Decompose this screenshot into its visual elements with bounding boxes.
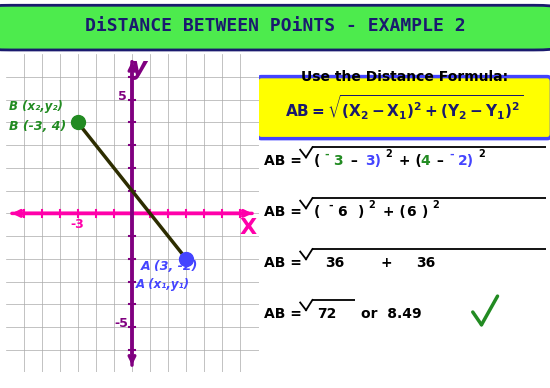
Text: –: – xyxy=(432,154,449,168)
Text: +: + xyxy=(381,256,393,270)
Text: DiSTANCE BETWEEN POiNTS - EXAMPLE 2: DiSTANCE BETWEEN POiNTS - EXAMPLE 2 xyxy=(85,17,465,35)
FancyBboxPatch shape xyxy=(257,76,550,139)
Text: AB =: AB = xyxy=(265,205,302,219)
Text: or  8.49: or 8.49 xyxy=(361,307,421,320)
Text: -: - xyxy=(449,150,454,160)
Text: + (: + ( xyxy=(394,154,422,168)
Text: (: ( xyxy=(314,154,320,168)
Text: –: – xyxy=(346,154,362,168)
Text: 6: 6 xyxy=(406,205,415,219)
Text: -: - xyxy=(324,150,329,160)
Text: (: ( xyxy=(314,205,325,219)
Text: 2: 2 xyxy=(432,200,439,210)
Text: -3: -3 xyxy=(70,218,84,231)
Text: -: - xyxy=(328,201,333,211)
Text: 3): 3) xyxy=(365,154,381,168)
Text: 72: 72 xyxy=(317,307,336,320)
Text: 2: 2 xyxy=(368,200,375,210)
Text: ): ) xyxy=(358,205,364,219)
Text: 36: 36 xyxy=(416,256,435,270)
Text: B (x₂,y₂): B (x₂,y₂) xyxy=(9,100,63,113)
Text: 5: 5 xyxy=(118,90,127,103)
Text: 4: 4 xyxy=(420,154,430,168)
Text: 2: 2 xyxy=(386,149,392,159)
FancyBboxPatch shape xyxy=(0,5,550,50)
Text: X: X xyxy=(239,218,256,238)
Text: 6: 6 xyxy=(337,205,347,219)
Text: AB =: AB = xyxy=(265,307,302,320)
Text: A (x₁,y₁): A (x₁,y₁) xyxy=(136,279,190,291)
Text: 3: 3 xyxy=(333,154,343,168)
Text: Use the Distance Formula:: Use the Distance Formula: xyxy=(301,70,508,84)
Text: 2: 2 xyxy=(478,149,485,159)
Text: 36: 36 xyxy=(326,256,345,270)
Text: ): ) xyxy=(422,205,428,219)
Text: AB =: AB = xyxy=(265,154,302,168)
Text: A (3, -2): A (3, -2) xyxy=(141,260,199,273)
Text: -5: -5 xyxy=(114,317,128,330)
Text: y: y xyxy=(131,56,147,80)
Text: 2): 2) xyxy=(458,154,474,168)
Text: AB =: AB = xyxy=(265,256,302,270)
Text: + (: + ( xyxy=(378,205,406,219)
Text: $\mathbf{AB = \sqrt{(X_2 - X_1)^2 + (Y_2 - Y_1)^2}}$: $\mathbf{AB = \sqrt{(X_2 - X_1)^2 + (Y_2… xyxy=(285,93,523,122)
Text: B (-3, 4): B (-3, 4) xyxy=(9,120,67,133)
